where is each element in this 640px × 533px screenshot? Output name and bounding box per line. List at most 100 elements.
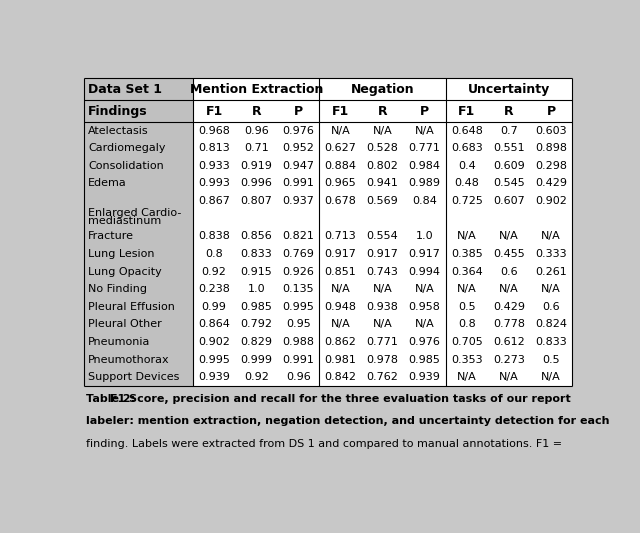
Text: P: P	[547, 104, 556, 118]
Text: Data Set 1: Data Set 1	[88, 83, 162, 96]
Text: 0.385: 0.385	[451, 249, 483, 259]
Text: 0.7: 0.7	[500, 126, 518, 135]
Text: N/A: N/A	[372, 284, 392, 294]
Text: 0.298: 0.298	[535, 161, 567, 171]
Text: 0.771: 0.771	[367, 337, 399, 347]
Text: 0.995: 0.995	[282, 302, 314, 312]
Text: Atelectasis: Atelectasis	[88, 126, 148, 135]
Text: Consolidation: Consolidation	[88, 161, 164, 171]
Text: labeler: mention extraction, negation detection, and uncertainty detection for e: labeler: mention extraction, negation de…	[86, 416, 610, 426]
Text: R: R	[252, 104, 261, 118]
Text: F1: F1	[205, 104, 223, 118]
Text: 0.838: 0.838	[198, 231, 230, 241]
Text: 0.833: 0.833	[535, 337, 567, 347]
Text: 0.856: 0.856	[241, 231, 272, 241]
Text: N/A: N/A	[415, 284, 435, 294]
Text: mediastinum: mediastinum	[88, 216, 161, 227]
Text: 0.864: 0.864	[198, 319, 230, 329]
Text: N/A: N/A	[457, 373, 477, 382]
Text: 0.902: 0.902	[535, 196, 567, 206]
Text: 0.965: 0.965	[324, 179, 356, 189]
Text: 0.612: 0.612	[493, 337, 525, 347]
Text: Table 2:: Table 2:	[86, 393, 140, 403]
Text: Pneumothorax: Pneumothorax	[88, 354, 170, 365]
Text: N/A: N/A	[415, 319, 435, 329]
Text: 0.528: 0.528	[367, 143, 399, 154]
Text: Findings: Findings	[88, 104, 148, 118]
Text: 0.429: 0.429	[535, 179, 567, 189]
Text: F1: F1	[332, 104, 349, 118]
Text: N/A: N/A	[372, 319, 392, 329]
Text: Uncertainty: Uncertainty	[468, 83, 550, 96]
Text: R: R	[504, 104, 514, 118]
Text: 0.648: 0.648	[451, 126, 483, 135]
Text: Pleural Other: Pleural Other	[88, 319, 162, 329]
Text: N/A: N/A	[457, 284, 477, 294]
Text: N/A: N/A	[499, 284, 519, 294]
Text: 0.743: 0.743	[367, 266, 399, 277]
Text: Fracture: Fracture	[88, 231, 134, 241]
Text: 0.933: 0.933	[198, 161, 230, 171]
Text: 0.989: 0.989	[409, 179, 441, 189]
Text: 0.991: 0.991	[282, 179, 314, 189]
Text: 0.84: 0.84	[412, 196, 437, 206]
Text: 0.96: 0.96	[286, 373, 311, 382]
Text: 0.364: 0.364	[451, 266, 483, 277]
Text: Edema: Edema	[88, 179, 127, 189]
Text: 0.829: 0.829	[240, 337, 272, 347]
Text: 0.6: 0.6	[500, 266, 518, 277]
Text: finding. Labels were extracted from DS 1 and compared to manual annotations. F1 : finding. Labels were extracted from DS 1…	[86, 439, 563, 449]
Text: 0.976: 0.976	[409, 337, 440, 347]
Text: N/A: N/A	[541, 284, 561, 294]
Text: 0.607: 0.607	[493, 196, 525, 206]
Text: 0.952: 0.952	[282, 143, 314, 154]
Text: 1.0: 1.0	[416, 231, 433, 241]
Text: 0.713: 0.713	[324, 231, 356, 241]
Text: 0.273: 0.273	[493, 354, 525, 365]
Text: Pleural Effusion: Pleural Effusion	[88, 302, 175, 312]
Text: 0.919: 0.919	[240, 161, 272, 171]
Text: 1.0: 1.0	[248, 284, 265, 294]
Text: N/A: N/A	[415, 126, 435, 135]
Text: 0.353: 0.353	[451, 354, 483, 365]
Text: Lung Lesion: Lung Lesion	[88, 249, 154, 259]
Text: 0.898: 0.898	[535, 143, 567, 154]
Text: Mention Extraction: Mention Extraction	[189, 83, 323, 96]
Text: 0.705: 0.705	[451, 337, 483, 347]
Text: 0.851: 0.851	[324, 266, 356, 277]
Text: 0.985: 0.985	[240, 302, 272, 312]
Text: 0.976: 0.976	[282, 126, 314, 135]
Text: N/A: N/A	[541, 231, 561, 241]
Text: 0.813: 0.813	[198, 143, 230, 154]
Text: N/A: N/A	[499, 373, 519, 382]
Text: 0.996: 0.996	[240, 179, 272, 189]
Text: 0.71: 0.71	[244, 143, 269, 154]
Text: P: P	[420, 104, 429, 118]
Text: 0.96: 0.96	[244, 126, 269, 135]
Text: 0.792: 0.792	[240, 319, 272, 329]
Text: 0.994: 0.994	[409, 266, 441, 277]
Text: 0.958: 0.958	[409, 302, 440, 312]
Text: 0.917: 0.917	[409, 249, 440, 259]
Text: F1: F1	[458, 104, 476, 118]
Text: 0.6: 0.6	[542, 302, 560, 312]
Text: 0.92: 0.92	[202, 266, 227, 277]
Text: N/A: N/A	[541, 373, 561, 382]
Text: 0.978: 0.978	[367, 354, 399, 365]
Text: 0.842: 0.842	[324, 373, 356, 382]
Text: 0.603: 0.603	[535, 126, 567, 135]
Text: 0.725: 0.725	[451, 196, 483, 206]
Text: 0.999: 0.999	[240, 354, 272, 365]
Text: 0.609: 0.609	[493, 161, 525, 171]
Text: 0.833: 0.833	[241, 249, 272, 259]
Text: 0.937: 0.937	[282, 196, 314, 206]
Text: 0.938: 0.938	[367, 302, 399, 312]
Text: 0.821: 0.821	[282, 231, 314, 241]
Text: No Finding: No Finding	[88, 284, 147, 294]
Text: N/A: N/A	[331, 126, 350, 135]
Text: 0.915: 0.915	[241, 266, 272, 277]
Text: 0.769: 0.769	[282, 249, 314, 259]
Text: 0.5: 0.5	[458, 302, 476, 312]
Text: 0.884: 0.884	[324, 161, 356, 171]
Text: 0.939: 0.939	[198, 373, 230, 382]
